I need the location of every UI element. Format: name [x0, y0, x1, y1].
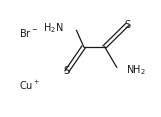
Text: Br$^-$: Br$^-$ — [19, 27, 38, 39]
Text: H$_2$N: H$_2$N — [43, 21, 64, 35]
Text: S: S — [64, 66, 70, 76]
Text: NH$_2$: NH$_2$ — [126, 63, 146, 77]
Text: Cu$^+$: Cu$^+$ — [19, 79, 40, 92]
Text: S: S — [124, 20, 130, 30]
